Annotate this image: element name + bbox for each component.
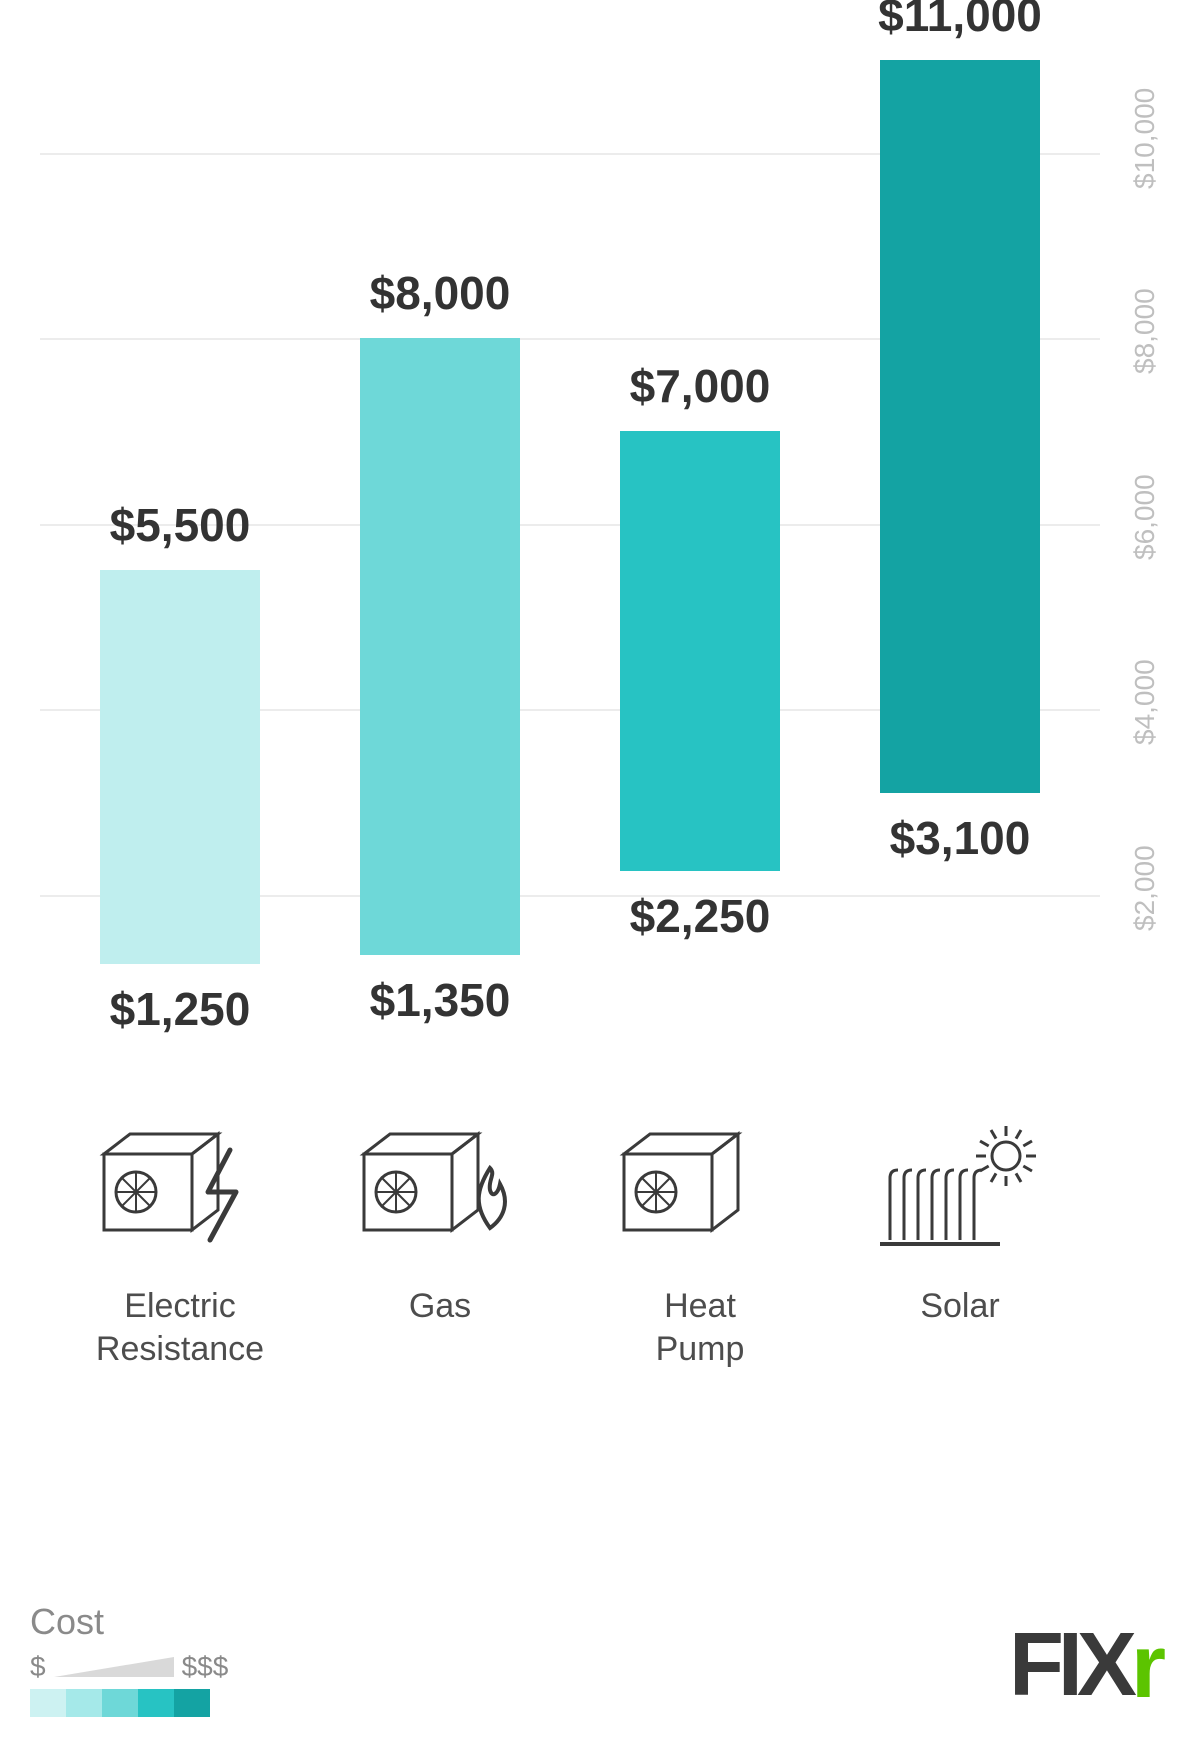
category-label: HeatPump [570,1285,830,1370]
bar-high-label: $7,000 [570,359,830,413]
chart-plot: $2,000$4,000$6,000$8,000$10,000$5,500$1,… [40,60,1100,1080]
electric-icon [90,1120,270,1260]
category-label: Solar [830,1285,1090,1328]
bar-low-label: $1,250 [50,982,310,1036]
cost-bar [880,60,1040,793]
cost-bar [100,570,260,964]
category: HeatPump [570,1120,830,1370]
legend-scale: $ $$$ [30,1651,228,1683]
legend-wedge-icon [54,1657,174,1677]
logo-text-r: r [1131,1616,1160,1719]
legend-swatch [138,1689,174,1717]
y-axis-tick: $10,000 [1129,119,1161,189]
legend-low-symbol: $ [30,1651,46,1683]
bar-low-label: $1,350 [310,973,570,1027]
legend-swatch [30,1689,66,1717]
category: ElectricResistance [50,1120,310,1370]
category-label: ElectricResistance [50,1285,310,1370]
bar-low-label: $2,250 [570,889,830,943]
category: Solar [830,1120,1090,1328]
y-axis-tick: $8,000 [1129,304,1161,374]
chart-area: $2,000$4,000$6,000$8,000$10,000$5,500$1,… [40,60,1100,1280]
cost-bar [620,431,780,871]
legend-swatch [66,1689,102,1717]
y-axis-tick: $6,000 [1129,490,1161,560]
solar-icon [870,1120,1050,1260]
y-axis-tick: $4,000 [1129,675,1161,745]
bar-high-label: $8,000 [310,266,570,320]
cost-legend: Cost $ $$$ [30,1601,228,1717]
bar-high-label: $5,500 [50,498,310,552]
category-label: Gas [310,1285,570,1328]
logo-text-fix: FIX [1009,1615,1131,1715]
gas-icon [350,1120,530,1260]
legend-swatch [174,1689,210,1717]
y-axis-tick: $2,000 [1129,861,1161,931]
legend-swatch [102,1689,138,1717]
cost-bar [360,338,520,955]
legend-swatches [30,1689,228,1717]
bar-low-label: $3,100 [830,811,1090,865]
bar-high-label: $11,000 [830,0,1090,42]
category: Gas [310,1120,570,1328]
heatpump-icon [610,1120,790,1260]
legend-title: Cost [30,1601,228,1643]
legend-high-symbol: $$$ [182,1651,229,1683]
fixr-logo: FIXr [1009,1614,1160,1717]
